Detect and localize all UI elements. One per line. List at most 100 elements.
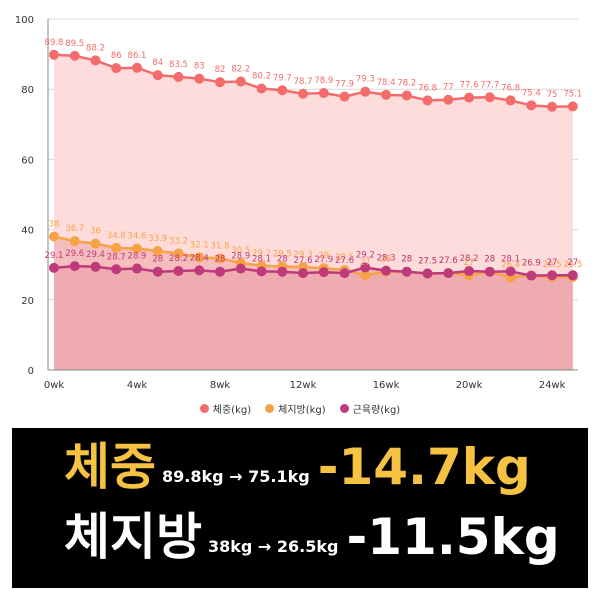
data-point-weight — [422, 95, 433, 106]
result-banner: 체중 89.8kg → 75.1kg -14.7kg 체지방 38kg → 26… — [12, 428, 588, 588]
data-label-muscle: 29.1 — [45, 251, 64, 261]
data-label-muscle: 29.2 — [356, 251, 375, 261]
data-label-muscle: 27.9 — [314, 255, 333, 265]
y-tick-label: 80 — [21, 85, 34, 96]
x-tick-label: 4wk — [127, 380, 148, 391]
data-label-weight: 75.4 — [522, 88, 541, 98]
data-label-muscle: 28 — [215, 255, 226, 265]
data-point-muscle — [464, 266, 475, 277]
data-point-muscle — [194, 265, 205, 276]
data-point-weight — [90, 55, 101, 66]
data-point-body-fat — [69, 236, 80, 247]
data-point-weight — [505, 95, 516, 106]
data-point-weight — [298, 88, 309, 99]
data-labels: 89.8 89.5 88.2 86 86.1 84 83.5 83 82 82.280.2 79.7… — [45, 38, 583, 271]
legend-marker-muscle — [339, 404, 349, 413]
data-point-weight — [194, 73, 205, 84]
data-point-muscle — [526, 270, 537, 281]
legend-item-muscle[interactable]: 근육량(kg) — [339, 401, 400, 416]
data-label-body-fat: 26.5 — [563, 260, 582, 270]
data-point-weight — [49, 49, 59, 60]
data-label-weight: 83 — [194, 62, 205, 72]
data-point-body-fat — [90, 238, 101, 249]
data-label-body-fat: 28 — [381, 255, 392, 265]
data-point-muscle — [339, 268, 350, 279]
body-fat-title: 체지방 — [64, 508, 202, 566]
data-label-body-fat: 32.1 — [190, 240, 209, 250]
data-point-body-fat — [132, 243, 143, 254]
weight-delta: -14.7kg — [317, 438, 531, 496]
data-label-muscle: 28 — [401, 255, 412, 265]
data-point-body-fat — [194, 252, 205, 263]
data-label-body-fat: 34.6 — [128, 232, 147, 242]
data-point-muscle — [547, 270, 558, 281]
data-point-muscle — [422, 268, 433, 279]
data-label-muscle: 28.2 — [460, 254, 479, 264]
data-point-body-fat — [152, 246, 163, 257]
data-label-body-fat: 34.8 — [107, 231, 126, 241]
x-tick-label: 12wk — [290, 380, 317, 391]
data-label-weight: 89.5 — [65, 39, 84, 49]
data-label-body-fat: 36.7 — [65, 224, 84, 234]
legend-item-weight[interactable]: 체중(kg) — [199, 401, 252, 416]
data-point-weight — [567, 101, 578, 112]
data-label-body-fat: 28.5 — [335, 253, 354, 263]
series-lines — [49, 49, 578, 283]
y-tick-label: 20 — [21, 296, 34, 307]
data-point-muscle — [401, 266, 412, 277]
data-label-body-fat: 27 — [464, 258, 475, 268]
series-areas — [54, 54, 573, 370]
data-label-muscle: 29.4 — [86, 250, 105, 260]
legend-item-body-fat[interactable]: 체지방(kg) — [265, 401, 326, 416]
data-label-weight: 79.3 — [356, 75, 375, 85]
data-label-body-fat: 33.9 — [148, 234, 167, 244]
data-label-body-fat: 26.5 — [543, 260, 562, 270]
data-point-weight — [256, 83, 267, 94]
data-point-muscle — [298, 268, 309, 279]
data-label-body-fat: 33.2 — [169, 236, 188, 246]
data-point-muscle — [69, 261, 80, 272]
x-tick-label: 20wk — [456, 380, 483, 391]
data-label-body-fat: 38 — [49, 220, 60, 230]
data-point-muscle — [360, 262, 371, 273]
data-label-body-fat: 28 — [484, 255, 495, 265]
data-label-body-fat: 26.9 — [522, 259, 541, 269]
body-fat-result-row: 체지방 38kg → 26.5kg -11.5kg — [64, 508, 560, 566]
data-point-muscle — [567, 270, 578, 281]
data-point-muscle — [505, 266, 516, 277]
data-label-weight: 89.8 — [45, 38, 64, 48]
data-label-muscle: 27 — [547, 258, 558, 268]
data-label-weight: 77.9 — [335, 80, 354, 90]
data-point-weight — [132, 62, 143, 73]
data-point-muscle — [381, 265, 392, 276]
data-label-weight: 86 — [111, 51, 122, 61]
data-point-weight — [111, 63, 122, 74]
data-label-weight: 83.5 — [169, 60, 188, 70]
data-point-weight — [69, 50, 80, 61]
legend-label-weight: 체중(kg) — [212, 405, 252, 416]
data-label-body-fat: 31.8 — [211, 241, 230, 251]
data-label-muscle: 28.3 — [377, 254, 396, 264]
data-label-weight: 77.6 — [460, 81, 479, 91]
data-label-muscle: 28.4 — [190, 253, 209, 263]
data-label-weight: 75.1 — [563, 89, 582, 99]
y-tick-label: 100 — [15, 15, 34, 26]
data-point-weight — [235, 76, 246, 87]
body-fat-change-detail: 38kg → 26.5kg — [208, 537, 339, 556]
legend-marker-weight — [199, 404, 209, 413]
data-label-muscle: 27.6 — [294, 256, 313, 266]
data-point-weight — [547, 101, 558, 112]
data-label-weight: 78.9 — [314, 76, 333, 86]
data-label-weight: 80.2 — [252, 71, 271, 81]
data-label-muscle: 28 — [484, 255, 495, 265]
data-label-muscle: 28.1 — [252, 254, 271, 264]
data-point-muscle — [173, 266, 184, 277]
weight-title: 체중 — [64, 438, 156, 496]
data-label-weight: 82.2 — [231, 64, 250, 74]
data-point-muscle — [256, 266, 267, 277]
x-tick-label: 16wk — [373, 380, 400, 391]
data-label-weight: 76.8 — [418, 83, 437, 93]
data-label-body-fat: 28 — [401, 255, 412, 265]
data-point-muscle — [132, 263, 143, 274]
weight-change-detail: 89.8kg → 75.1kg — [162, 467, 310, 486]
